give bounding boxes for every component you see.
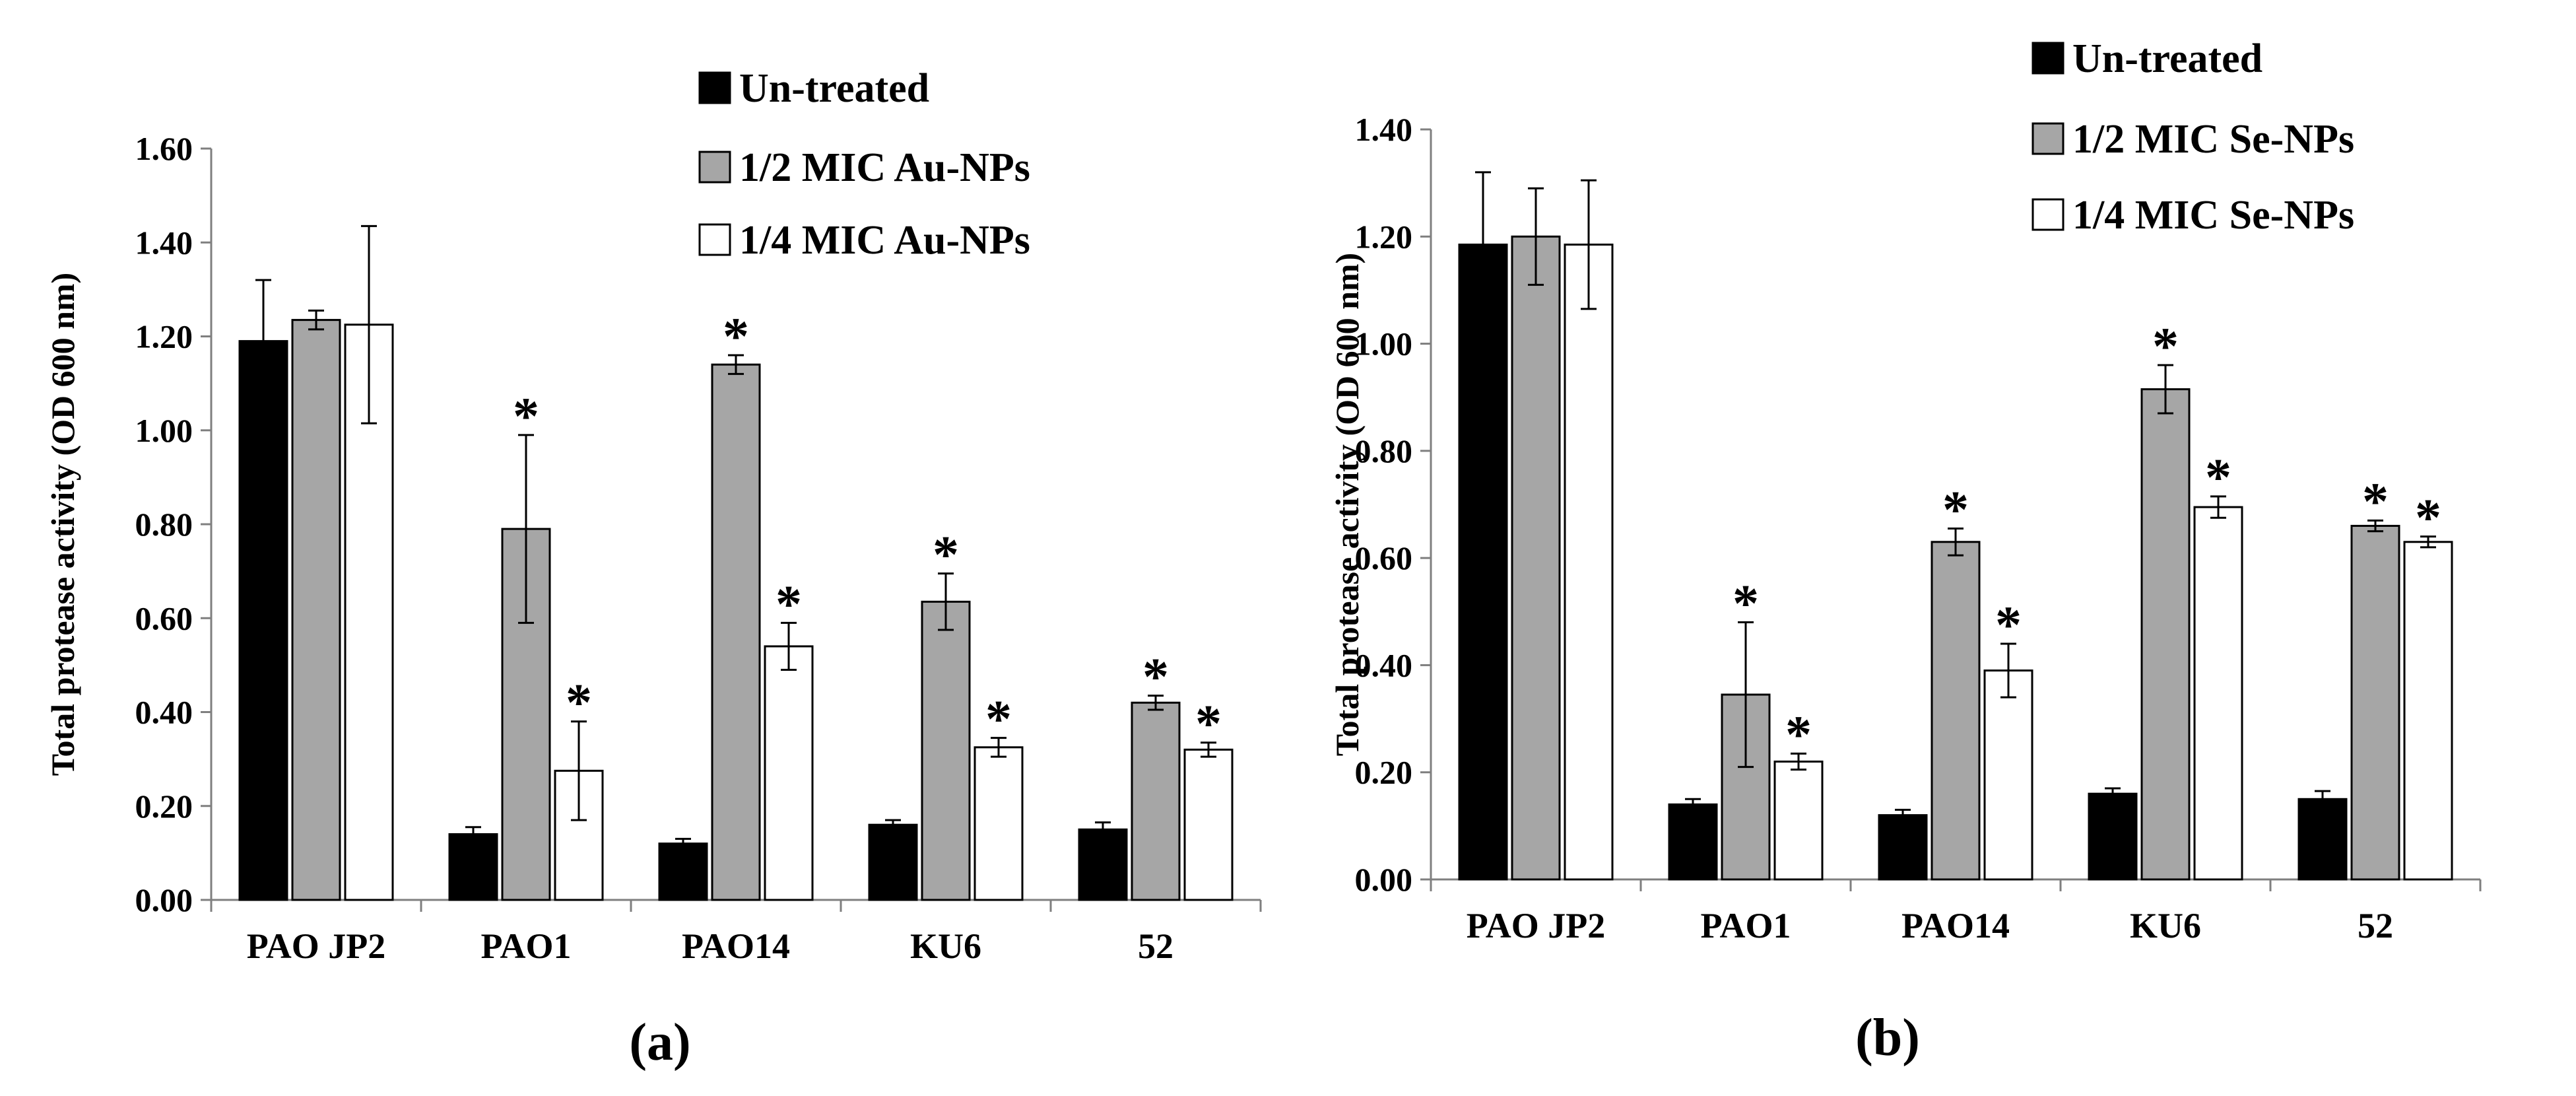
- y-tick-label: 0.60: [1355, 539, 1413, 576]
- x-category-label: KU6: [910, 926, 981, 966]
- bar: [2403, 541, 2453, 881]
- x-category-label: PAO14: [1901, 906, 2010, 945]
- significance-star: *: [1942, 481, 1969, 539]
- bar: [1458, 243, 1508, 881]
- y-tick-label: 1.20: [135, 318, 193, 355]
- legend-label: 1/4 MIC Au-NPs: [739, 218, 1030, 263]
- x-category-label: 52: [1138, 926, 1173, 966]
- bar: [1668, 803, 1718, 881]
- significance-star: *: [1142, 648, 1169, 706]
- significance-star: *: [933, 526, 959, 584]
- y-tick-label: 1.00: [135, 412, 193, 449]
- significance-star: *: [566, 674, 592, 732]
- bar: [238, 340, 288, 901]
- significance-star: *: [1995, 596, 2022, 654]
- y-tick-label: 0.40: [1355, 646, 1413, 683]
- bar: [1078, 828, 1128, 901]
- y-tick-label: 0.80: [1355, 432, 1413, 469]
- significance-star: *: [2362, 473, 2389, 531]
- y-tick-label: 0.60: [135, 599, 193, 636]
- x-category-label: KU6: [2130, 906, 2201, 945]
- legend-swatch: [698, 223, 731, 256]
- bar: [1931, 541, 1981, 881]
- bar: [658, 842, 708, 901]
- y-tick-label: 1.60: [135, 130, 193, 167]
- x-category-label: PAO1: [1701, 906, 1791, 945]
- legend-swatch: [698, 71, 731, 104]
- bar: [2350, 524, 2400, 881]
- y-tick-label: 0.80: [135, 506, 193, 543]
- panel-label: (b): [1855, 1009, 1920, 1067]
- bar: [921, 600, 971, 901]
- bar: [974, 746, 1024, 901]
- bar: [1183, 748, 1234, 901]
- y-tick-label: 0.00: [135, 881, 193, 918]
- bar: [1983, 669, 2033, 881]
- significance-star: *: [2205, 449, 2231, 507]
- x-category-label: PAO JP2: [1467, 906, 1605, 945]
- bar: [291, 319, 341, 901]
- panel-label: (a): [629, 1013, 690, 1072]
- significance-star: *: [2152, 318, 2179, 376]
- bar: [2297, 798, 2348, 881]
- chart-panel-b: 0.00 0.20 0.40 0.60 0.80 1.00 1.20 1.40 PAO JP2 P…: [1329, 36, 2482, 1067]
- bar: [1511, 235, 1561, 881]
- bar: [1773, 760, 1824, 881]
- legend-label: 1/2 MIC Au-NPs: [739, 145, 1030, 190]
- significance-star: *: [1195, 695, 1222, 753]
- y-tick-label: 0.00: [1355, 861, 1413, 898]
- y-tick-label: 0.20: [1355, 754, 1413, 791]
- bar: [2140, 388, 2191, 881]
- bar: [448, 833, 498, 901]
- y-tick-label: 0.20: [135, 788, 193, 825]
- chart-panel-a: 0.00 0.20 0.40 0.60 0.80 1.00 1.20 1.40 1.60 PAO …: [44, 66, 1262, 1072]
- x-category-label: 52: [2358, 906, 2393, 945]
- significance-star: *: [1733, 575, 1759, 633]
- bar: [2193, 506, 2243, 881]
- bar: [1564, 243, 1614, 881]
- legend-swatch: [2031, 122, 2064, 155]
- legend-label: Un-treated: [2072, 36, 2262, 81]
- y-tick-label: 0.40: [135, 694, 193, 731]
- bar: [2088, 792, 2138, 881]
- bar: [1131, 701, 1181, 901]
- y-tick-label: 1.20: [1355, 218, 1413, 255]
- significance-star: *: [723, 308, 749, 366]
- legend-swatch: [2031, 42, 2064, 75]
- legend-label: 1/2 MIC Se-NPs: [2072, 117, 2354, 162]
- bar: [711, 363, 761, 901]
- y-tick-label: 1.00: [1355, 325, 1413, 362]
- legend-swatch: [698, 151, 731, 184]
- y-axis-title: Total protease activity (OD 600 nm): [1329, 253, 1366, 756]
- bar: [1878, 814, 1928, 881]
- legend-swatch: [2031, 198, 2064, 231]
- y-tick-label: 1.40: [1355, 111, 1413, 148]
- legend-label: 1/4 MIC Se-NPs: [2072, 193, 2354, 238]
- significance-star: *: [513, 388, 539, 446]
- significance-star: *: [776, 576, 802, 634]
- significance-star: *: [985, 691, 1012, 749]
- y-axis-title: Total protease activity (OD 600 nm): [44, 273, 81, 776]
- significance-star: *: [1785, 706, 1812, 765]
- bar: [868, 823, 918, 901]
- x-category-label: PAO JP2: [247, 926, 385, 966]
- y-tick-label: 1.40: [135, 224, 193, 261]
- significance-star: *: [2415, 489, 2441, 547]
- legend-label: Un-treated: [739, 66, 929, 111]
- bar: [764, 645, 814, 901]
- x-category-label: PAO1: [481, 926, 572, 966]
- x-category-label: PAO14: [682, 926, 790, 966]
